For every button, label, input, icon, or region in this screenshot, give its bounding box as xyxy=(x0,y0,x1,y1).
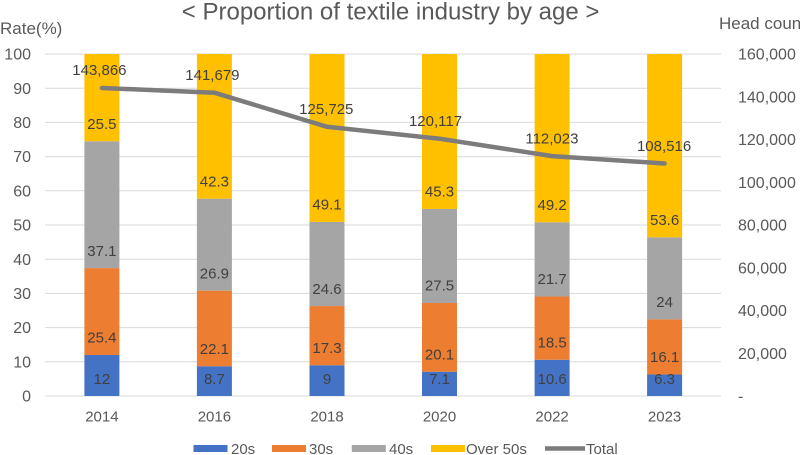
svg-text:22.1: 22.1 xyxy=(200,341,229,358)
svg-text:10.6: 10.6 xyxy=(537,371,566,388)
svg-text:16.1: 16.1 xyxy=(650,349,679,366)
svg-text:100: 100 xyxy=(4,47,31,64)
svg-text:42.3: 42.3 xyxy=(200,173,229,190)
svg-text:Rate(%): Rate(%) xyxy=(0,19,62,38)
svg-text:Head count: Head count xyxy=(719,14,800,33)
svg-text:40s: 40s xyxy=(389,441,413,455)
svg-text:108,516: 108,516 xyxy=(637,138,691,155)
svg-text:80: 80 xyxy=(13,115,31,132)
svg-text:24.6: 24.6 xyxy=(312,281,341,298)
svg-text:53.6: 53.6 xyxy=(650,212,679,229)
svg-text:6.3: 6.3 xyxy=(654,371,675,388)
svg-text:60,000: 60,000 xyxy=(738,260,787,277)
svg-text:90: 90 xyxy=(13,81,31,98)
svg-text:141,679: 141,679 xyxy=(185,67,239,84)
svg-text:0: 0 xyxy=(22,389,31,406)
svg-text:20s: 20s xyxy=(231,441,255,455)
svg-text:17.3: 17.3 xyxy=(312,340,341,357)
svg-text:30s: 30s xyxy=(309,441,333,455)
svg-text:21.7: 21.7 xyxy=(537,271,566,288)
svg-text:-: - xyxy=(738,389,743,406)
svg-text:20.1: 20.1 xyxy=(425,347,454,364)
svg-text:160,000: 160,000 xyxy=(738,47,796,64)
svg-text:10: 10 xyxy=(13,354,31,371)
svg-text:2018: 2018 xyxy=(310,408,343,425)
svg-text:120,000: 120,000 xyxy=(738,132,796,149)
svg-text:< Proportion of textile indust: < Proportion of textile industry by age … xyxy=(182,0,600,25)
svg-text:45.3: 45.3 xyxy=(425,184,454,201)
svg-text:26.9: 26.9 xyxy=(200,265,229,282)
svg-text:9: 9 xyxy=(323,371,331,388)
svg-text:49.1: 49.1 xyxy=(312,197,341,214)
svg-text:24: 24 xyxy=(656,294,673,311)
svg-text:20,000: 20,000 xyxy=(738,346,787,363)
svg-text:50: 50 xyxy=(13,218,31,235)
svg-text:2016: 2016 xyxy=(198,408,231,425)
svg-text:143,866: 143,866 xyxy=(72,62,126,79)
svg-text:140,000: 140,000 xyxy=(738,89,796,106)
svg-text:40: 40 xyxy=(13,252,31,269)
svg-text:27.5: 27.5 xyxy=(425,278,454,295)
svg-text:125,725: 125,725 xyxy=(299,101,353,118)
svg-text:60: 60 xyxy=(13,183,31,200)
svg-text:2023: 2023 xyxy=(648,408,681,425)
svg-text:12: 12 xyxy=(94,371,111,388)
svg-text:70: 70 xyxy=(13,149,31,166)
svg-text:2014: 2014 xyxy=(85,408,118,425)
svg-text:112,023: 112,023 xyxy=(525,130,578,147)
svg-text:8.7: 8.7 xyxy=(204,371,225,388)
svg-text:2022: 2022 xyxy=(535,408,568,425)
svg-text:40,000: 40,000 xyxy=(738,303,787,320)
svg-text:49.2: 49.2 xyxy=(537,197,566,214)
svg-text:30: 30 xyxy=(13,286,31,303)
svg-text:Over 50s: Over 50s xyxy=(466,441,527,455)
svg-text:25.4: 25.4 xyxy=(87,330,116,347)
svg-text:Total: Total xyxy=(586,441,618,455)
svg-text:25.5: 25.5 xyxy=(87,116,116,133)
svg-text:2020: 2020 xyxy=(423,408,456,425)
svg-text:120,117: 120,117 xyxy=(409,113,462,130)
svg-text:80,000: 80,000 xyxy=(738,218,787,235)
svg-text:37.1: 37.1 xyxy=(87,243,116,260)
svg-text:7.1: 7.1 xyxy=(429,371,450,388)
svg-text:100,000: 100,000 xyxy=(738,175,796,192)
svg-text:18.5: 18.5 xyxy=(537,335,566,352)
svg-text:20: 20 xyxy=(13,320,31,337)
